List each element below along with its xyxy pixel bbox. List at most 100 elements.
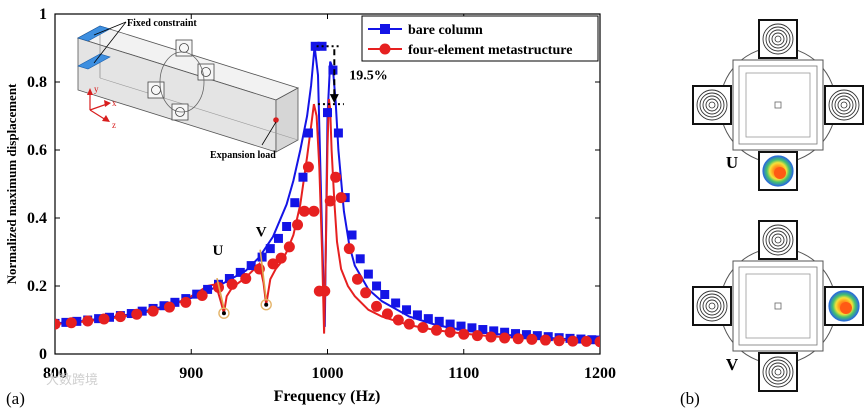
data-point-metastructure: [553, 335, 565, 347]
data-point-metastructure: [163, 301, 175, 313]
inset-model: Expansion load Fixed constraint y x z: [76, 18, 300, 161]
data-point-metastructure: [471, 330, 483, 342]
x-tick-label: 900: [179, 365, 203, 382]
watermark: 大数跨境: [46, 373, 98, 388]
data-point-metastructure: [580, 335, 592, 347]
data-point-bare-column: [478, 325, 488, 335]
metastructure-line: [55, 98, 600, 343]
data-point-bare-column: [290, 198, 300, 208]
x-axis-label: Frequency (Hz): [274, 388, 381, 405]
data-point-bare-column: [298, 172, 308, 182]
data-point-bare-column: [423, 314, 433, 324]
data-point-bare-column: [265, 244, 275, 254]
data-point-bare-column: [532, 331, 542, 341]
legend: bare column four-element metastructure: [361, 15, 599, 62]
data-point-metastructure: [226, 278, 238, 290]
data-point-metastructure: [275, 252, 287, 264]
data-point-bare-column: [355, 254, 365, 264]
data-point-bare-column: [273, 233, 283, 243]
legend-marker-bare-column: [380, 24, 390, 34]
data-point-metastructure: [431, 324, 442, 336]
data-point-metastructure: [292, 219, 304, 231]
data-point-bare-column: [235, 267, 245, 277]
data-point-bare-column: [445, 319, 455, 329]
data-point-bare-column: [576, 334, 586, 344]
data-point-metastructure: [351, 273, 363, 285]
data-point-bare-column: [372, 281, 382, 291]
data-point-metastructure: [302, 161, 314, 173]
resonator-right: [197, 63, 215, 81]
data-point-bare-column: [500, 327, 510, 337]
y-tick-label: 0.8: [27, 74, 47, 91]
resonator-left: [147, 81, 165, 99]
point-v-leader: [259, 249, 267, 300]
fixed-constraint-leader: [93, 21, 127, 36]
data-point-bare-column: [391, 298, 401, 308]
data-point-metastructure: [330, 171, 342, 183]
data-point-metastructure: [360, 287, 372, 299]
mode-label-u: U: [726, 153, 738, 172]
axis-label-z: z: [112, 120, 116, 130]
data-point-metastructure: [458, 328, 470, 340]
data-point-metastructure: [343, 243, 355, 255]
resonator-cell: [758, 352, 798, 392]
x-tick-label: 1100: [448, 365, 479, 382]
x-tick-label: 800: [43, 365, 67, 382]
x-tick-label: 1000: [312, 365, 344, 382]
data-point-bare-column: [303, 128, 313, 138]
data-point-metastructure: [324, 195, 336, 207]
data-point-bare-column: [363, 269, 373, 279]
metastructure-markers: [55, 161, 600, 348]
point-v-dot: [264, 302, 269, 307]
data-point-metastructure: [371, 300, 383, 312]
data-point-metastructure: [594, 336, 600, 348]
data-point-metastructure: [98, 313, 110, 325]
data-point-metastructure: [283, 241, 295, 253]
panel-label-a: (a): [6, 389, 25, 408]
data-point-bare-column: [380, 290, 390, 299]
data-point-metastructure: [55, 318, 61, 330]
data-point-metastructure: [335, 192, 347, 204]
resonator-cell: [758, 220, 798, 260]
legend-box: [361, 15, 599, 62]
mode-shape-view-v: [692, 220, 864, 392]
data-point-bare-column: [511, 329, 521, 339]
axis-label-x: x: [112, 98, 117, 108]
data-point-metastructure: [403, 318, 415, 330]
data-point-bare-column: [310, 41, 320, 51]
point-u-dot: [221, 311, 226, 316]
fixed-face-bottom: [77, 53, 111, 70]
y-tick-label: 0: [39, 346, 47, 363]
y-tick-label: 0.2: [27, 278, 47, 295]
data-point-metastructure: [180, 296, 192, 308]
data-point-bare-column: [456, 321, 466, 331]
fixed-constraint-label: Fixed constraint: [127, 18, 197, 29]
legend-item-metastructure: four-element metastructure: [368, 43, 572, 58]
point-u-label: U: [213, 243, 224, 259]
data-point-metastructure: [267, 258, 279, 270]
y-tick-label: 0.4: [27, 210, 47, 227]
legend-label-metastructure: four-element metastructure: [408, 43, 572, 58]
data-point-bare-column: [402, 305, 412, 315]
x-axis: 800 900 1000 1100 1200: [43, 14, 616, 382]
data-point-bare-column: [587, 335, 597, 345]
mode-label-v: V: [726, 355, 739, 374]
expansion-load-label: Expansion load: [210, 150, 276, 161]
point-v-label: V: [256, 225, 267, 241]
expansion-load-leader: [261, 121, 277, 146]
reduction-percent-label: 19.5%: [349, 68, 388, 83]
data-point-metastructure: [196, 290, 208, 302]
data-point-bare-column: [328, 65, 338, 75]
data-point-bare-column: [137, 306, 147, 316]
data-point-bare-column: [467, 323, 477, 333]
data-point-metastructure: [319, 285, 331, 297]
data-point-metastructure: [417, 321, 429, 333]
legend-marker-metastructure: [379, 43, 391, 55]
legend-item-bare-column: bare column: [368, 23, 483, 38]
data-point-bare-column: [159, 301, 169, 311]
data-point-metastructure: [567, 335, 579, 347]
legend-label-bare-column: bare column: [408, 23, 483, 38]
axis-label-y: y: [94, 84, 99, 94]
data-point-bare-column: [257, 252, 267, 262]
y-tick-label: 0.6: [27, 142, 47, 159]
